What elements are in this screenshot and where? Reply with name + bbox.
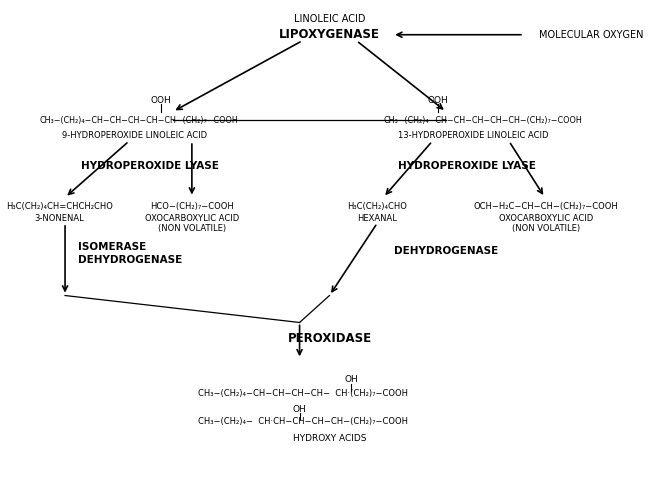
Text: HCO−(CH₂)₇−COOH: HCO−(CH₂)₇−COOH xyxy=(150,202,234,211)
Text: (NON VOLATILE): (NON VOLATILE) xyxy=(158,224,226,233)
Text: 9-HYDROPEROXIDE LINOLEIC ACID: 9-HYDROPEROXIDE LINOLEIC ACID xyxy=(63,131,208,140)
Text: H₃C(CH₂)₄CHO: H₃C(CH₂)₄CHO xyxy=(347,202,407,211)
Text: CH₃−(CH₂)₄−  CH·CH−CH−CH−CH−(CH₂)₇−COOH: CH₃−(CH₂)₄− CH·CH−CH−CH−CH−(CH₂)₇−COOH xyxy=(198,417,408,426)
Text: MOLECULAR OXYGEN: MOLECULAR OXYGEN xyxy=(539,30,644,40)
Text: OXOCARBOXYLIC ACID: OXOCARBOXYLIC ACID xyxy=(145,213,239,222)
Text: 3-NONENAL: 3-NONENAL xyxy=(34,213,84,222)
Text: HYDROPEROXIDE LYASE: HYDROPEROXIDE LYASE xyxy=(81,161,219,171)
Text: PEROXIDASE: PEROXIDASE xyxy=(288,332,372,345)
Text: HEXANAL: HEXANAL xyxy=(357,213,397,222)
Text: OOH: OOH xyxy=(428,97,449,106)
Text: LINOLEIC ACID: LINOLEIC ACID xyxy=(293,13,365,24)
Text: H₃C(CH₂)₄CH=CHCH₂CHO: H₃C(CH₂)₄CH=CHCH₂CHO xyxy=(6,202,113,211)
Text: 13-HYDROPEROXIDE LINOLEIC ACID: 13-HYDROPEROXIDE LINOLEIC ACID xyxy=(398,131,548,140)
Text: ISOMERASE: ISOMERASE xyxy=(78,243,147,252)
Text: (NON VOLATILE): (NON VOLATILE) xyxy=(512,224,580,233)
Text: CH₃−(CH₂)₄−CH−CH−CH−CH−  CH·(CH₂)₇−COOH: CH₃−(CH₂)₄−CH−CH−CH−CH− CH·(CH₂)₇−COOH xyxy=(198,389,408,398)
Text: OCH−H₂C−CH−CH−(CH₂)₇−COOH: OCH−H₂C−CH−CH−(CH₂)₇−COOH xyxy=(474,202,619,211)
Text: HYDROXY ACIDS: HYDROXY ACIDS xyxy=(293,434,367,443)
Text: OOH: OOH xyxy=(151,97,171,106)
Text: OXOCARBOXYLIC ACID: OXOCARBOXYLIC ACID xyxy=(499,213,593,222)
Text: OH: OH xyxy=(344,375,358,385)
Text: HYDROPEROXIDE LYASE: HYDROPEROXIDE LYASE xyxy=(398,161,536,171)
Text: DEHYDROGENASE: DEHYDROGENASE xyxy=(394,246,498,256)
Text: CH₃−(CH₂)₄−CH−CH−CH−CH−CH−(CH₂)₇−COOH: CH₃−(CH₂)₄−CH−CH−CH−CH−CH−(CH₂)₇−COOH xyxy=(384,115,582,125)
Text: CH₃−(CH₂)₄−CH−CH−CH−CH−CH−(CH₂)₇−COOH: CH₃−(CH₂)₄−CH−CH−CH−CH−CH−(CH₂)₇−COOH xyxy=(39,115,238,125)
Text: LIPOXYGENASE: LIPOXYGENASE xyxy=(279,28,380,41)
Text: OH: OH xyxy=(293,405,307,414)
Text: DEHYDROGENASE: DEHYDROGENASE xyxy=(78,255,182,265)
